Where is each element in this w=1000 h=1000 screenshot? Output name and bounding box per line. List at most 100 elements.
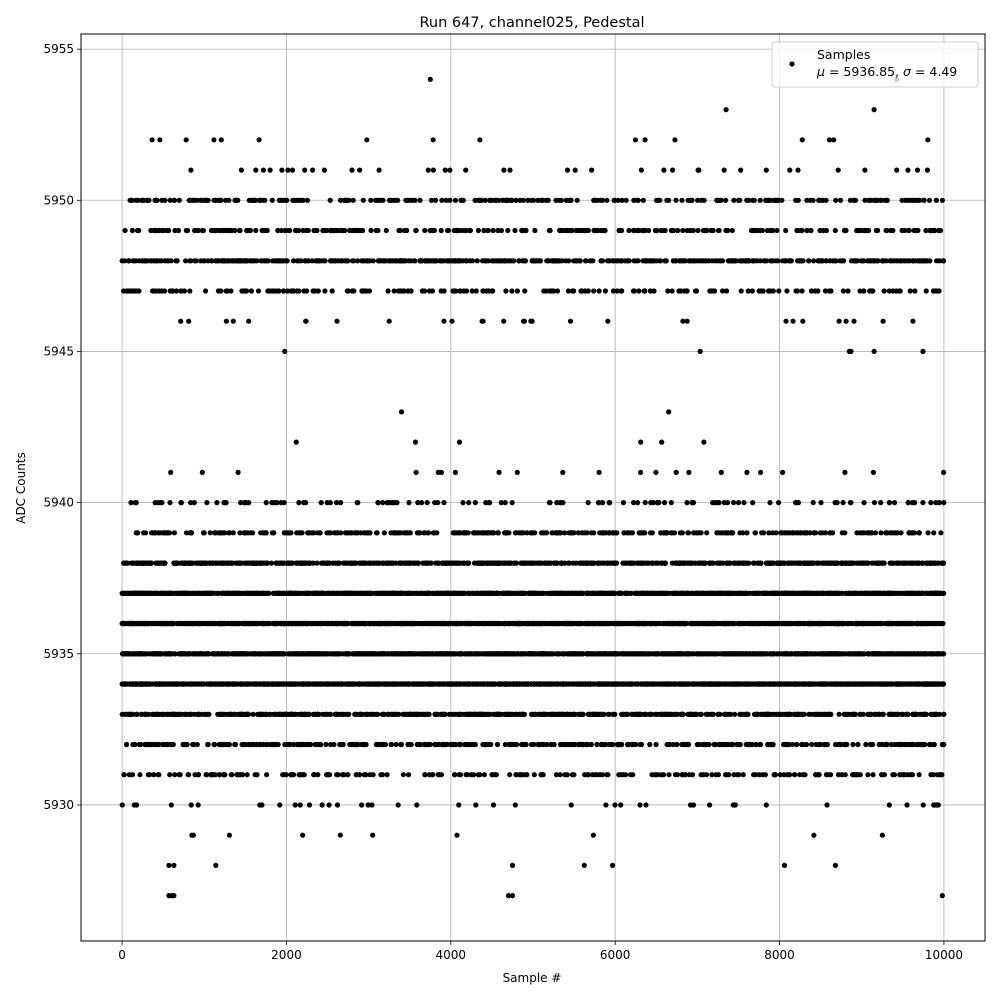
data-point: [818, 711, 824, 717]
data-point: [374, 711, 380, 717]
data-point: [130, 651, 136, 657]
data-point: [188, 802, 194, 808]
data-point: [579, 651, 585, 657]
data-point: [904, 802, 910, 808]
data-point: [297, 741, 303, 748]
data-point: [353, 772, 359, 778]
data-point: [911, 651, 917, 657]
data-point: [794, 741, 800, 748]
data-point: [226, 681, 232, 687]
data-point: [277, 802, 283, 808]
data-point: [490, 681, 496, 687]
data-point: [632, 711, 638, 717]
data-point: [863, 741, 869, 748]
data-point: [674, 741, 680, 748]
data-point: [361, 741, 367, 748]
data-point: [407, 651, 413, 657]
data-point: [649, 772, 655, 778]
data-point: [144, 741, 150, 748]
data-point: [572, 651, 579, 657]
data-point: [938, 651, 944, 657]
data-point: [590, 651, 596, 657]
data-point: [145, 772, 151, 778]
data-point: [695, 681, 702, 687]
data-point: [648, 711, 654, 717]
data-point: [585, 772, 591, 778]
data-point: [808, 681, 815, 687]
data-point: [362, 711, 369, 717]
data-point: [363, 772, 369, 778]
data-point: [344, 651, 350, 657]
data-point: [345, 772, 351, 778]
data-point: [551, 741, 557, 748]
data-point: [809, 741, 815, 748]
data-point: [795, 711, 801, 717]
data-point: [479, 711, 485, 717]
data-point: [730, 741, 736, 748]
data-point: [334, 772, 340, 778]
data-point: [232, 741, 238, 748]
data-point: [528, 741, 535, 748]
data-point: [401, 711, 407, 717]
data-point: [387, 651, 393, 657]
data-point: [627, 651, 633, 657]
data-point: [123, 681, 129, 687]
data-point: [161, 651, 167, 657]
data-point: [598, 741, 604, 748]
data-point: [633, 651, 639, 657]
data-point: [847, 651, 853, 657]
data-point: [273, 651, 280, 657]
data-point: [902, 651, 908, 657]
grid-lines: [81, 34, 985, 941]
data-point: [393, 651, 399, 657]
data-point: [608, 681, 614, 687]
data-point: [777, 772, 783, 778]
data-point: [121, 772, 127, 778]
data-point: [879, 832, 886, 838]
data-point: [599, 772, 606, 778]
data-point: [231, 711, 237, 717]
data-point: [132, 741, 138, 748]
data-point: [628, 711, 635, 717]
data-point: [922, 681, 929, 687]
data-point: [334, 651, 340, 657]
data-point: [791, 772, 798, 778]
data-point: [446, 681, 452, 687]
data-point: [546, 651, 552, 657]
data-point: [456, 741, 463, 748]
data-point: [937, 681, 943, 687]
data-point: [836, 711, 842, 717]
data-point: [658, 772, 665, 778]
data-point: [456, 802, 462, 808]
data-point: [653, 741, 659, 748]
data-point: [370, 772, 376, 778]
data-point: [352, 711, 358, 717]
data-point: [855, 741, 861, 748]
data-point: [552, 681, 558, 687]
data-point: [690, 681, 696, 687]
data-point: [357, 651, 363, 657]
data-point: [826, 711, 832, 717]
data-point: [340, 772, 346, 778]
data-point: [900, 772, 907, 778]
data-point: [647, 741, 653, 748]
data-point: [456, 651, 463, 657]
data-point: [256, 651, 262, 657]
data-point: [765, 741, 771, 748]
data-point: [753, 741, 759, 748]
data-point: [935, 802, 941, 808]
data-point: [454, 832, 460, 838]
data-point: [409, 711, 415, 717]
data-point: [610, 741, 616, 748]
data-point: [584, 741, 590, 748]
data-point: [860, 681, 866, 687]
data-point: [368, 651, 374, 657]
data-point: [905, 711, 911, 717]
data-point: [451, 711, 457, 717]
data-point: [760, 772, 766, 778]
data-point: [458, 681, 464, 687]
data-point: [751, 772, 757, 778]
data-point: [758, 741, 764, 748]
data-point: [236, 651, 242, 657]
data-point: [618, 802, 624, 808]
